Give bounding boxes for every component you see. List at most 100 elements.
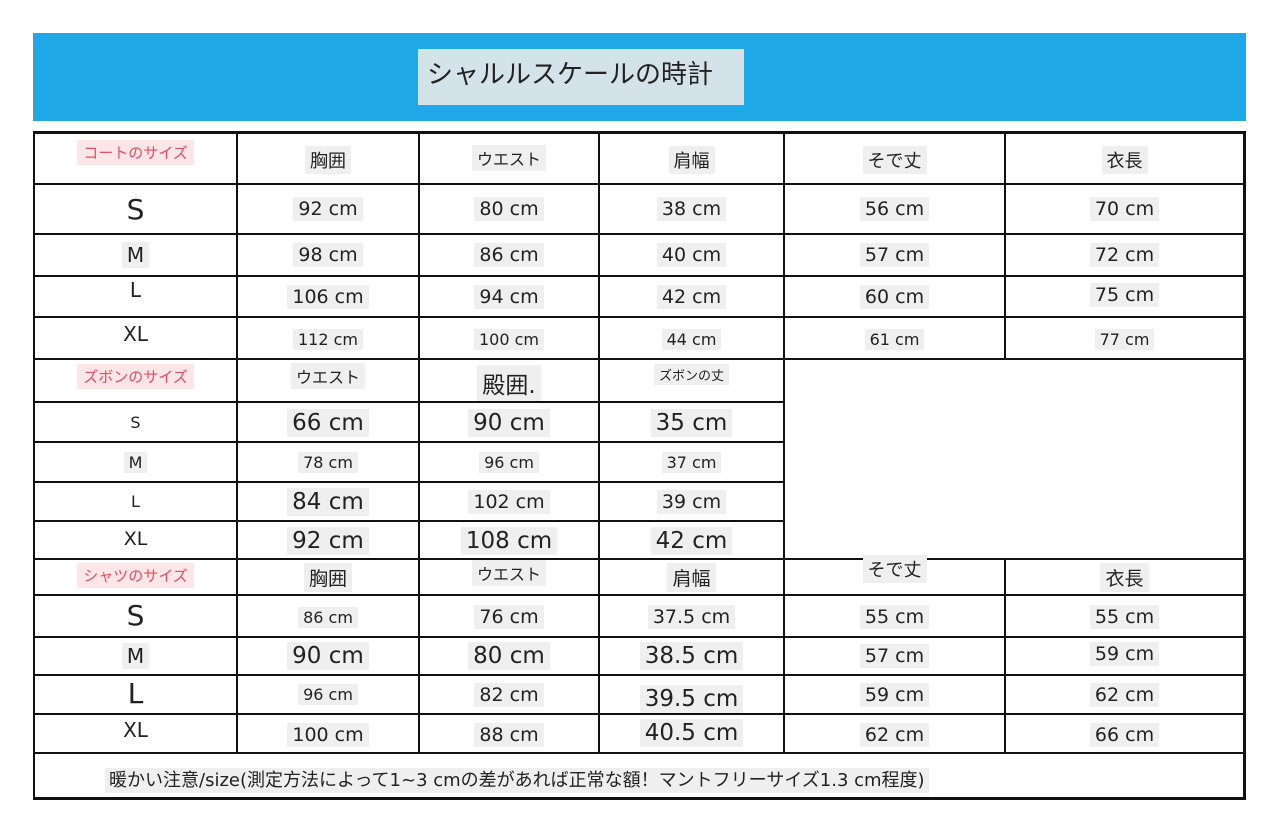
shirt-section-label: シャツのサイズ	[35, 560, 236, 590]
row-divider	[33, 401, 783, 403]
shirt-cell: 62 cm	[1006, 676, 1243, 713]
pants-size-m: M	[35, 443, 236, 481]
shirt-header-waist: ウエスト	[420, 558, 598, 588]
coat-size-s: S	[126, 192, 145, 226]
shirt-header-length: 衣長	[1006, 560, 1243, 594]
shirt-cell: 88 cm	[420, 716, 598, 754]
coat-cell: 42 cm	[600, 277, 783, 316]
col-divider	[1004, 558, 1006, 752]
pants-cell: 108 cm	[420, 522, 598, 560]
shirt-cell: 38.5 cm	[600, 638, 783, 674]
pants-cell: 42 cm	[600, 522, 783, 560]
row-divider	[33, 674, 1246, 676]
coat-cell: 77 cm	[1006, 320, 1243, 358]
row-divider	[33, 558, 1246, 560]
shirt-header-shoulder: 肩幅	[600, 560, 783, 594]
pants-cell: 92 cm	[238, 522, 418, 560]
pants-section-label: ズボンのサイズ	[35, 360, 236, 392]
coat-cell: 94 cm	[420, 277, 598, 316]
coat-cell: 40 cm	[600, 235, 783, 275]
coat-cell: 80 cm	[420, 185, 598, 233]
table-border-top	[33, 131, 1246, 134]
coat-cell: 61 cm	[785, 320, 1004, 358]
shirt-cell: 62 cm	[785, 716, 1004, 754]
row-divider	[33, 183, 1246, 185]
coat-cell: 38 cm	[600, 185, 783, 233]
coat-header-shoulder: 肩幅	[600, 140, 783, 180]
shirt-header-chest: 胸囲	[238, 560, 418, 594]
table-border-bottom	[33, 797, 1246, 800]
shirt-cell: 82 cm	[420, 676, 598, 713]
title-highlight	[418, 49, 744, 105]
coat-cell: 72 cm	[1006, 235, 1243, 275]
pants-header-length: ズボンの丈	[600, 360, 783, 388]
shirt-header-sleeve: そで丈	[785, 554, 1004, 584]
row-divider	[33, 316, 1246, 318]
row-divider	[33, 752, 1246, 754]
row-divider	[33, 713, 1246, 715]
shirt-cell: 39.5 cm	[600, 680, 783, 717]
pants-size-xl: XL	[123, 528, 148, 550]
row-divider	[33, 441, 783, 443]
shirt-cell: 55 cm	[785, 598, 1004, 636]
pants-cell: 90 cm	[420, 403, 598, 443]
pants-size-l: L	[131, 492, 140, 511]
shirt-cell: 90 cm	[238, 638, 418, 674]
coat-size-xl: XL	[123, 322, 148, 346]
shirt-size-xl: XL	[123, 718, 148, 742]
coat-cell: 56 cm	[785, 185, 1004, 233]
shirt-cell: 59 cm	[1006, 636, 1243, 672]
col-divider	[1243, 131, 1246, 800]
coat-cell: 100 cm	[420, 320, 598, 358]
coat-cell: 106 cm	[238, 277, 418, 316]
coat-header-waist: ウエスト	[420, 140, 598, 176]
size-footnote: 暖かい注意/size(測定方法によって1~3 cmの差があれば正常な額！マントフ…	[105, 766, 929, 793]
row-divider	[33, 275, 1246, 277]
pants-cell: 102 cm	[420, 483, 598, 520]
col-divider	[783, 131, 785, 752]
pants-cell: 35 cm	[600, 403, 783, 443]
row-divider	[33, 481, 783, 483]
shirt-cell: 80 cm	[420, 638, 598, 674]
coat-cell: 75 cm	[1006, 275, 1243, 314]
shirt-cell: 86 cm	[238, 598, 418, 636]
shirt-size-s: S	[126, 598, 145, 632]
pants-cell: 84 cm	[238, 483, 418, 520]
shirt-cell: 59 cm	[785, 676, 1004, 713]
coat-cell: 60 cm	[785, 277, 1004, 316]
pants-cell: 37 cm	[600, 443, 783, 481]
row-divider	[33, 594, 1246, 596]
row-divider	[33, 636, 1246, 638]
title-banner: シャルルスケールの時計	[33, 33, 1246, 121]
shirt-cell: 66 cm	[1006, 716, 1243, 754]
coat-header-sleeve: そで丈	[785, 140, 1004, 180]
page-title: シャルルスケールの時計	[427, 60, 714, 90]
coat-cell: 92 cm	[238, 185, 418, 233]
col-divider	[236, 131, 238, 752]
coat-cell: 86 cm	[420, 235, 598, 275]
shirt-cell: 100 cm	[238, 716, 418, 754]
shirt-cell: 96 cm	[238, 676, 418, 713]
pants-header-waist: ウエスト	[238, 360, 418, 392]
row-divider	[33, 358, 1246, 360]
coat-cell: 70 cm	[1006, 185, 1243, 233]
pants-cell: 78 cm	[238, 443, 418, 481]
row-divider	[33, 233, 1246, 235]
shirt-size-m: M	[35, 638, 236, 674]
shirt-cell: 55 cm	[1006, 598, 1243, 636]
coat-size-l: L	[129, 278, 142, 302]
row-divider	[33, 520, 783, 522]
pants-cell: 96 cm	[420, 443, 598, 481]
shirt-cell: 57 cm	[785, 638, 1004, 674]
coat-header-length: 衣長	[1006, 140, 1243, 180]
shirt-cell: 37.5 cm	[600, 598, 783, 636]
col-divider	[1004, 131, 1006, 358]
col-divider	[418, 131, 420, 752]
coat-cell: 44 cm	[600, 320, 783, 358]
coat-cell: 98 cm	[238, 235, 418, 275]
pants-cell: 66 cm	[238, 403, 418, 443]
coat-cell: 57 cm	[785, 235, 1004, 275]
pants-header-hip: 殿囲.	[420, 364, 598, 401]
coat-header-chest: 胸囲	[238, 140, 418, 180]
